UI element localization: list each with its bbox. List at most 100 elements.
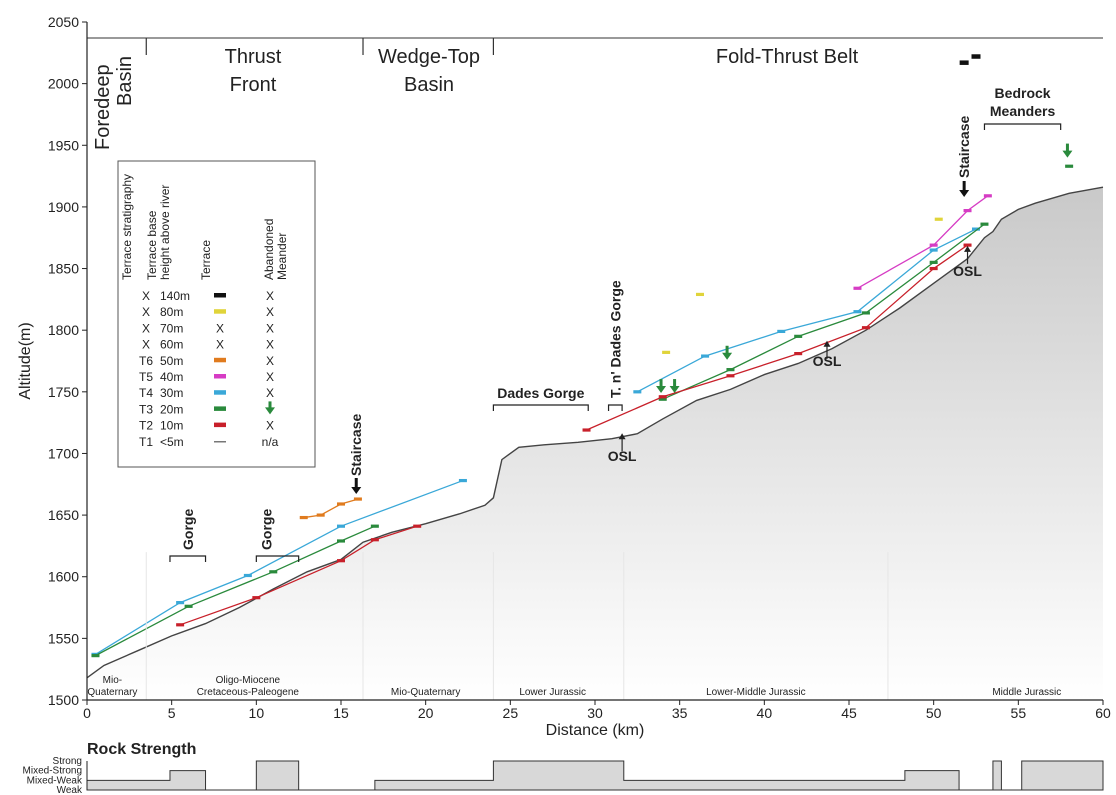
terrace-mark-T4	[337, 524, 345, 528]
geology-label-0: Mio-	[103, 675, 122, 686]
terrace-line-T6	[303, 498, 359, 519]
region-label-wedge-top: Wedge-Top	[378, 46, 480, 68]
legend-meander: X	[266, 321, 274, 335]
legend-header-3-1: Meander	[275, 233, 289, 280]
terrace-mark-80m	[662, 350, 671, 354]
terrace-mark-T2	[176, 623, 185, 627]
terrace-mark-140m	[959, 60, 969, 65]
legend-meander: X	[266, 305, 274, 319]
rock-strength-level: Mixed-Strong	[23, 766, 82, 777]
terrace-mark-T4	[777, 329, 786, 334]
terrace-marks	[656, 54, 1074, 394]
tndades-label: T. n' Dades Gorge	[607, 280, 623, 398]
rock-strength-level: Mixed-Weak	[27, 775, 83, 786]
legend-strat: T4	[139, 386, 153, 400]
terrace-line-T4	[637, 228, 977, 393]
x-tick-label: 25	[503, 705, 519, 721]
bedrock-bracket	[983, 123, 1062, 130]
osl-arrow-1-head	[618, 433, 626, 440]
rock-strength-panel: Rock Strength StrongMixed-StrongMixed-Wea…	[23, 741, 1104, 795]
y-tick-label: 1900	[48, 199, 79, 215]
terrace-mark-T3	[980, 222, 989, 226]
legend-meander: X	[266, 354, 274, 368]
legend-terrace-x: X	[216, 338, 224, 352]
terrace-mark-T3	[337, 539, 345, 543]
legend-meander: X	[266, 289, 274, 303]
osl-label-3: OSL	[953, 263, 982, 279]
profile-fill	[87, 187, 1103, 701]
terrace-mark-T3	[184, 604, 193, 608]
terrace-mark-T6	[337, 502, 345, 506]
legend-box	[117, 160, 316, 468]
terrace-mark-T2	[963, 243, 972, 247]
x-tick-label: 35	[672, 705, 688, 721]
legend-strat: X	[142, 289, 150, 303]
terrace-mark-T4	[929, 248, 938, 252]
legend-strat: T1	[139, 435, 153, 449]
legend-swatch	[214, 374, 226, 379]
bedrock-label-1: Bedrock	[995, 85, 1051, 101]
terrace-mark-T2	[370, 538, 379, 542]
geology-label-1-b: Cretaceous-Paleogene	[197, 687, 300, 698]
x-tick-label: 30	[587, 705, 603, 721]
legend-height: 50m	[160, 354, 183, 368]
y-tick-label: 2050	[48, 14, 79, 30]
staircase-arrow-2-head	[959, 190, 970, 197]
legend-height: 30m	[160, 386, 183, 400]
x-tick-label: 55	[1011, 705, 1027, 721]
legend-height: 40m	[160, 370, 183, 384]
legend-header-0: Terrace stratigraphy	[120, 174, 134, 280]
x-tick-label: 50	[926, 705, 942, 721]
x-tick-label: 60	[1095, 705, 1111, 721]
legend-header-2: Terrace	[199, 240, 213, 280]
terrace-mark-T4	[243, 573, 252, 578]
river-profile	[86, 186, 1104, 701]
terrace-mark-T4	[176, 601, 185, 605]
terrace-mark-T2	[582, 428, 591, 432]
terrace-mark-T3	[370, 524, 379, 528]
terrace-mark-T4	[701, 354, 710, 358]
terrace-mark-T2	[252, 596, 261, 600]
rock-strength-level: Strong	[53, 756, 82, 767]
legend-strat: X	[142, 305, 150, 319]
terrace-mark-T4	[972, 227, 980, 231]
staircase-label-1: Staircase	[348, 414, 364, 476]
legend-meander: X	[266, 338, 274, 352]
legend-swatch	[214, 390, 226, 395]
geology-labels: Mio-Quaternary Oligo-MioceneCretaceous-Pa…	[87, 552, 1061, 700]
geology-label-3: Lower Jurassic	[519, 687, 586, 698]
x-tick-label: 20	[418, 705, 434, 721]
region-label-front: Front	[230, 74, 277, 96]
y-tick-label: 1950	[48, 137, 79, 153]
terrace-mark-T2	[794, 352, 803, 356]
y-tick-label: 2000	[48, 76, 79, 92]
dades-label: Dades Gorge	[497, 385, 584, 401]
legend-strat: T2	[139, 419, 153, 433]
legend-strat: X	[142, 338, 150, 352]
gorge-label-1: Gorge	[180, 509, 196, 550]
terrace-mark-T5	[853, 286, 862, 290]
terrace-mark-140m	[971, 54, 981, 59]
y-tick-label: 1550	[48, 630, 79, 646]
terrace-mark-80m	[695, 292, 704, 297]
legend-swatch	[214, 293, 226, 298]
terrace-mark-T3	[658, 397, 667, 401]
gorge-label-2: Gorge	[258, 509, 274, 550]
x-tick-label: 15	[333, 705, 349, 721]
legend-strat: T5	[139, 370, 153, 384]
staircase-label-2: Staircase	[956, 116, 972, 178]
terrace-mark-T2	[337, 559, 345, 563]
terrace-mark-T5	[963, 209, 972, 213]
legend-meander-arrow-head	[265, 407, 275, 415]
legend-height: <5m	[160, 435, 184, 449]
x-tick-label: 10	[249, 705, 265, 721]
terrace-mark-T3	[269, 570, 278, 574]
terrace-line-T3	[662, 223, 985, 400]
x-tick-label: 40	[757, 705, 773, 721]
terrace-lines	[91, 194, 992, 658]
legend-height: 10m	[160, 419, 183, 433]
terrace-mark-T6	[299, 515, 308, 520]
y-tick-label: 1600	[48, 569, 79, 585]
y-tick-label: 1700	[48, 445, 79, 461]
